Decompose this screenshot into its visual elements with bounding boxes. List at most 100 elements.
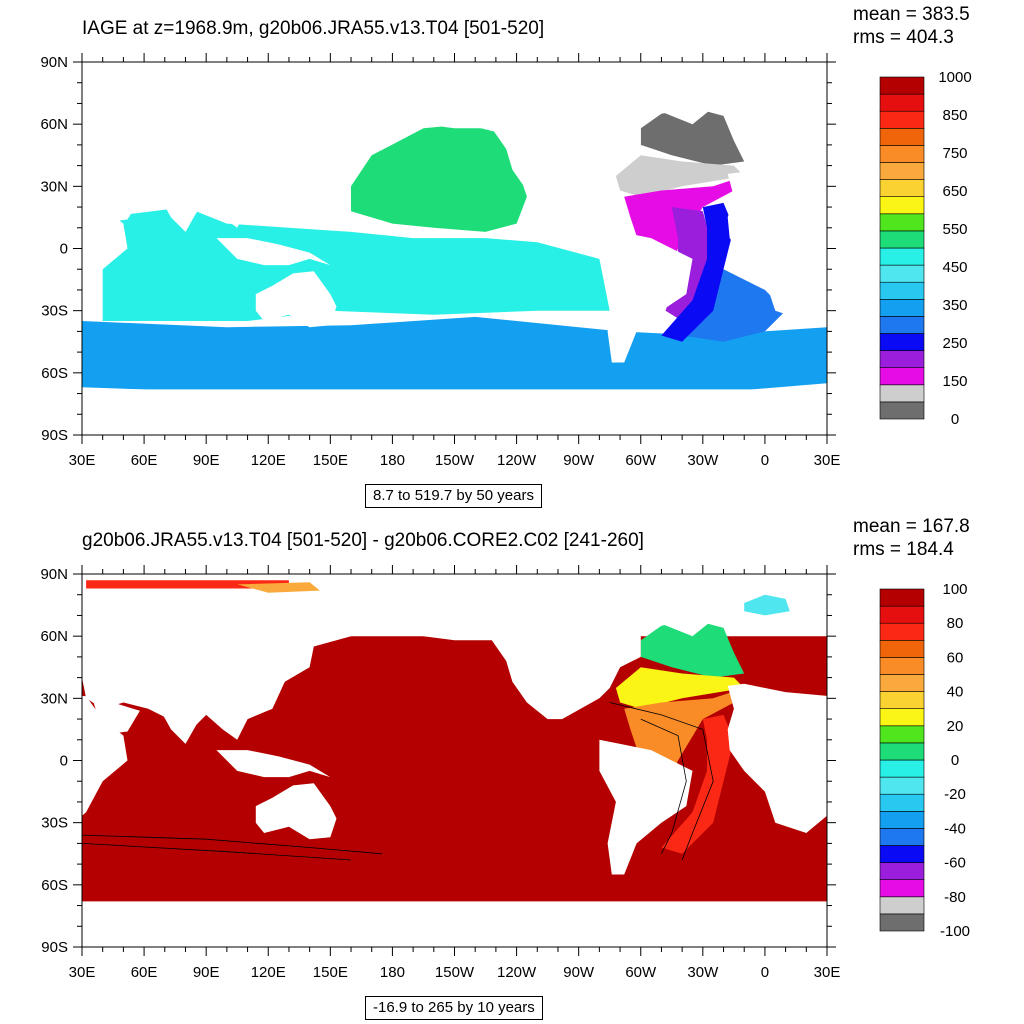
bottom-land-australia [255,783,337,840]
top-colorbar-swatch [879,76,925,95]
top-x-tick-label: 30E [69,452,96,469]
top-region-deep-blue-core [661,202,734,342]
top-colorbar-swatch [879,281,925,300]
bottom-x-tick-label: 30E [814,964,841,981]
bottom-x-tick-label: 90E [193,964,220,981]
bottom-colorbar-swatch [879,674,925,692]
top-colorbar-swatch [879,230,925,249]
top-range-label: 8.7 to 519.7 by 50 years [365,484,542,508]
top-x-tick-label: 120W [497,452,537,469]
bottom-x-tick-label: 150E [313,964,348,981]
top-colorbar-swatch [879,128,925,146]
top-colorbar-swatch [879,93,925,112]
bottom-colorbar-label: -100 [940,923,970,940]
bottom-land-wrap-africa [82,695,128,816]
bottom-mean-label: mean = 167.8 [853,516,970,537]
bottom-rms-label: rms = 184.4 [853,539,954,560]
top-colorbar-label: 350 [942,297,967,314]
top-colorbar-swatch [879,384,925,403]
top-land-greenland [640,74,734,125]
bottom-colorbar-label: -20 [944,786,966,803]
bottom-land-greenland [640,586,734,637]
top-colorbar-swatch [879,196,925,215]
bottom-colorbar-swatch [879,622,925,641]
bottom-x-tick-label: 60E [131,964,158,981]
bottom-contour-line [82,843,352,861]
bottom-land-africa [727,683,827,833]
bottom-y-tick-label: 30N [40,690,68,707]
top-y-tick-label: 90N [40,54,68,71]
top-colorbar-swatch [879,316,925,334]
top-region-north-atlantic-lightgray [615,155,745,197]
top-land-australia [255,271,337,328]
bottom-region-arctic-strip [86,580,289,589]
bottom-region-atlantic-red [661,714,734,854]
bottom-colorbar-label: 100 [942,581,967,598]
top-land-antarctica [82,389,827,435]
bottom-land-indonesia [216,750,331,778]
bottom-land-eurasia [82,600,414,740]
top-colorbar-swatch [879,367,925,386]
top-region-southern-ocean-350 [82,316,827,404]
top-y-tick-label: 60S [41,365,68,382]
top-colorbar-swatch [879,179,925,198]
bottom-colorbar-label: 0 [951,752,959,769]
top-land-india [160,198,202,232]
top-y-tick-label: 30N [40,178,68,195]
bottom-x-tick-label: 150W [435,964,475,981]
top-land-arabia [92,186,140,222]
top-region-north-pacific-550 [351,124,527,232]
bottom-land-south-america [599,739,693,875]
top-colorbar-swatch [879,162,925,180]
top-y-tick-label: 90S [41,427,68,444]
bottom-range-label: -16.9 to 265 by 10 years [365,996,543,1020]
bottom-colorbar-label: 60 [947,649,964,666]
top-colorbar-label: 1000 [938,69,971,86]
top-y-tick-label: 0 [60,241,68,258]
top-x-tick-label: 30W [687,452,719,469]
bottom-colorbar-swatch [879,828,925,846]
top-chart-title: IAGE at z=1968.9m, g20b06.JRA55.v13.T04 … [82,18,545,39]
bottom-colorbar-label: 40 [947,684,964,701]
bottom-colorbar-swatch [879,845,925,863]
bottom-colorbar-swatch [879,742,925,761]
top-panel: IAGE at z=1968.9m, g20b06.JRA55.v13.T04 … [40,4,972,508]
bottom-x-tick-label: 0 [761,964,769,981]
bottom-y-tick-label: 0 [60,753,68,770]
bottom-x-tick-label: 30E [69,964,96,981]
top-x-tick-label: 60W [625,452,657,469]
bottom-colorbar-swatch [879,862,925,881]
top-x-tick-label: 60E [131,452,158,469]
bottom-region-north-atlantic-yellow [615,667,745,709]
bottom-colorbar-swatch [879,759,925,778]
bottom-colorbar-swatch [879,776,925,795]
bottom-x-tick-label: 120W [497,964,537,981]
top-colorbar-label: 850 [942,107,967,124]
top-colorbar-label: 650 [942,183,967,200]
bottom-y-tick-label: 90N [40,566,68,583]
top-colorbar-swatch [879,401,925,420]
bottom-x-tick-label: 120E [251,964,286,981]
bottom-colorbar-swatch [879,913,925,932]
top-x-tick-label: 90E [193,452,220,469]
bottom-colorbar-swatch [879,691,925,710]
top-x-tick-label: 90W [563,452,595,469]
top-x-tick-label: 30E [814,452,841,469]
bottom-colorbar-swatch [879,588,925,607]
bottom-colorbar-swatch [879,657,925,675]
bottom-colorbar-label: -80 [944,889,966,906]
top-land-africa [727,171,827,321]
top-colorbar-swatch [879,298,925,317]
top-colorbar-label: 450 [942,259,967,276]
top-map-chart: 30E 60E 90E 120E 150E 180 150W 120W 90W 60W 30W 0 30… [40,53,972,469]
bottom-colorbar-label: -60 [944,855,966,872]
bottom-colorbar-label: -40 [944,820,966,837]
top-mean-label: mean = 383.5 [853,4,970,25]
top-x-tick-label: 180 [380,452,405,469]
bottom-land-north-america [417,611,641,720]
bottom-contour-line [640,718,687,854]
top-x-tick-label: 0 [761,452,769,469]
bottom-colorbar-label: 20 [947,718,964,735]
bottom-x-tick-label: 180 [380,964,405,981]
bottom-x-tick-label: 90W [563,964,595,981]
